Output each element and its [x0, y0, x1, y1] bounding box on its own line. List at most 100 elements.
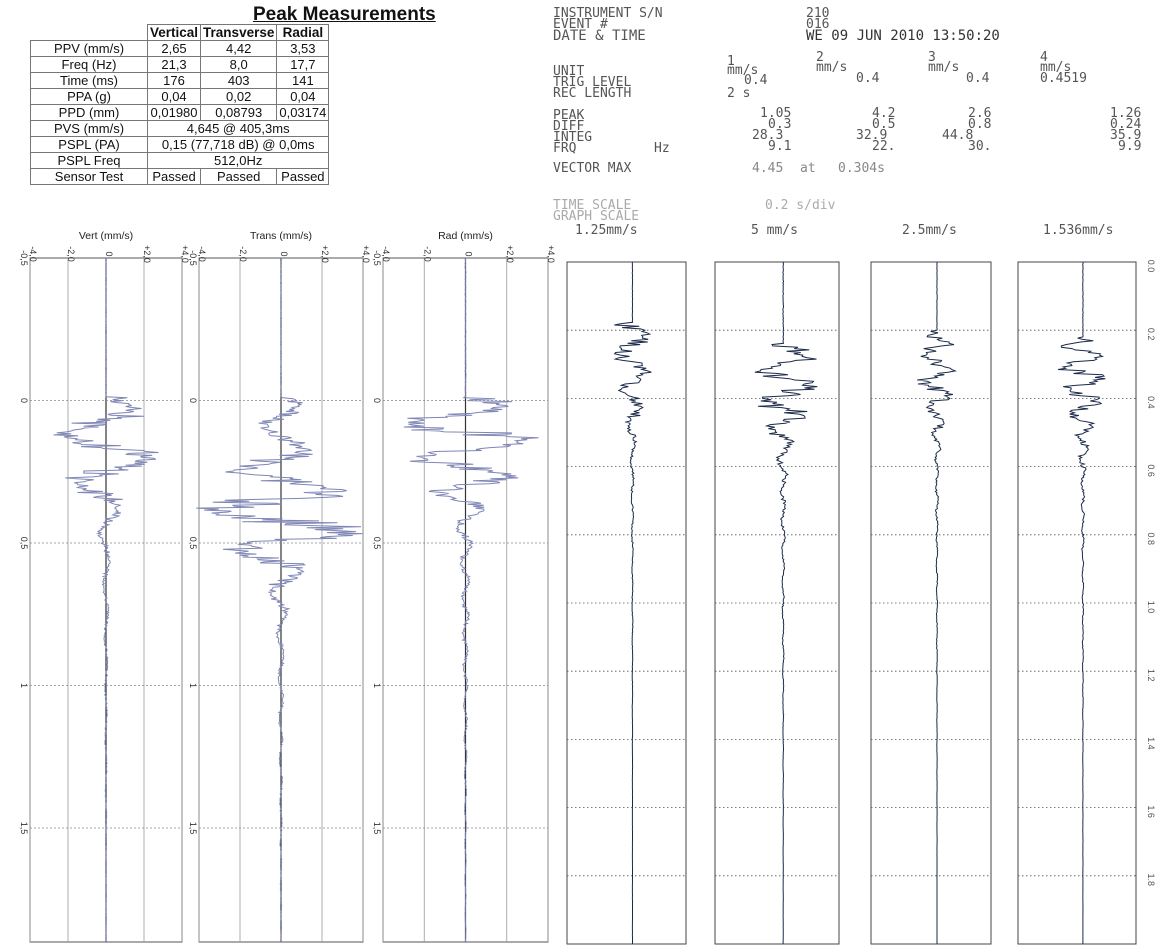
- cell: 17,7: [276, 56, 330, 73]
- cell: 0,04: [146, 88, 202, 105]
- unit-4: mm/s: [1040, 60, 1072, 75]
- x-tick-label: 0: [279, 251, 289, 256]
- channel-number-1: 1: [727, 54, 735, 69]
- peak-value-4: 1.26: [1110, 106, 1142, 121]
- frq-value-2: 22.: [872, 139, 896, 154]
- y-tick-label: 0,5: [372, 537, 382, 550]
- y-tick-label: 1,5: [372, 822, 382, 835]
- y-tick-label: -0,5: [19, 250, 29, 266]
- cell: 0,01980: [146, 104, 202, 121]
- table-row: PPV (mm/s) 2,65 4,42 3,53: [30, 40, 330, 57]
- y-tick-label: 1,5: [188, 822, 198, 835]
- x-tick-label: -2,0: [422, 246, 432, 262]
- cell: Passed: [146, 168, 202, 185]
- table-row: PPA (g) 0,04 0,02 0,04: [30, 88, 330, 105]
- table-row: PPD (mm) 0,01980 0,08793 0,03174: [30, 104, 330, 121]
- x-tick-label: +4,0: [546, 245, 556, 263]
- row-label: PSPL Freq: [30, 152, 148, 169]
- row-label: Sensor Test: [30, 168, 148, 185]
- x-tick-label: -4,0: [28, 246, 38, 262]
- date-value: WE 09 JUN 2010 13:50:20: [806, 28, 1000, 44]
- trig-value-1: 0.4: [744, 73, 768, 88]
- cell: Passed: [200, 168, 278, 185]
- peak-table-title: Peak Measurements: [253, 4, 436, 25]
- y-tick-label: -0,5: [188, 250, 198, 266]
- date-label: DATE & TIME: [553, 28, 646, 44]
- waveform-trace: [403, 257, 539, 943]
- unit-label: UNIT: [553, 64, 585, 79]
- y-tick-label: 1: [372, 683, 382, 688]
- cell: 8,0: [200, 56, 278, 73]
- y-tick-label: 1,5: [19, 822, 29, 835]
- cell: 3,53: [276, 40, 330, 57]
- row-label: Time (ms): [30, 72, 148, 89]
- y-tick-label: 0: [188, 398, 198, 403]
- x-tick-label: +2,0: [320, 245, 330, 263]
- waveform-trace: [1058, 262, 1106, 944]
- x-tick-label: -2,0: [66, 246, 76, 262]
- cell: 403: [200, 72, 278, 89]
- peak-label: PEAK: [553, 108, 585, 123]
- row-label: PPV (mm/s): [30, 40, 148, 57]
- integ-value-2: 32.9: [856, 128, 888, 143]
- unit-2: mm/s: [816, 60, 848, 75]
- graph-scale-3: 2.5mm/s: [902, 223, 957, 238]
- column-header-transverse: Transverse: [200, 24, 278, 41]
- rec-length-value: 2 s: [727, 86, 751, 101]
- unit-1: mm/s: [727, 63, 759, 78]
- column-header-vertical: Vertical: [146, 24, 202, 41]
- diff-value-2: 0.5: [872, 117, 896, 132]
- x-tick-label: 0: [464, 251, 474, 256]
- y-tick-label: 0,5: [188, 537, 198, 550]
- table-row: Freq (Hz) 21,3 8,0 17,7: [30, 56, 330, 73]
- time-tick-label: 0.6: [1146, 464, 1156, 477]
- trig-value-3: 0.4: [966, 71, 990, 86]
- table-row: PSPL Freq 512,0Hz: [30, 152, 330, 169]
- row-label: PPD (mm): [30, 104, 148, 121]
- x-tick-label: -4,0: [197, 246, 207, 262]
- graph-scale-label: GRAPH SCALE: [553, 209, 640, 224]
- y-tick-label: 0: [19, 398, 29, 403]
- x-tick-label: +2,0: [142, 245, 152, 263]
- y-tick-label: -0,5: [372, 250, 382, 266]
- cell: 0,04: [276, 88, 330, 105]
- column-header-radial: Radial: [276, 24, 330, 41]
- time-tick-label: 1.0: [1146, 601, 1156, 614]
- channel-number-4: 4: [1040, 50, 1048, 65]
- x-tick-label: +4,0: [361, 245, 371, 263]
- x-tick-label: -2,0: [238, 246, 248, 262]
- peak-measurements-table: Vertical Transverse Radial PPV (mm/s) 2,…: [30, 24, 330, 185]
- cell: 176: [146, 72, 202, 89]
- cell: 0,02: [200, 88, 278, 105]
- x-tick-label: -4,0: [381, 246, 391, 262]
- event-label: EVENT #: [553, 17, 608, 32]
- graph-scale-4: 1.536mm/s: [1043, 223, 1114, 238]
- waveform-trace: [917, 261, 958, 944]
- channel-label: Vert (mm/s): [79, 230, 133, 242]
- vector-max-at: at: [800, 161, 816, 176]
- cell: 4,645 @ 405,3ms: [146, 120, 330, 137]
- time-tick-label: 1.6: [1146, 805, 1156, 818]
- time-tick-label: 1.4: [1146, 737, 1156, 750]
- table-row: PSPL (PA) 0,15 (77,718 dB) @ 0,0ms: [30, 136, 330, 153]
- integ-value-4: 35.9: [1110, 128, 1142, 143]
- table-row: Time (ms) 176 403 141: [30, 72, 330, 89]
- integ-label: INTEG: [553, 130, 593, 145]
- unit-3: mm/s: [928, 60, 960, 75]
- channel-label: Rad (mm/s): [438, 230, 493, 242]
- cell: 141: [276, 72, 330, 89]
- vector-max-time: 0.304s: [838, 161, 885, 176]
- waveform-trace: [53, 258, 159, 942]
- diff-value-4: 0.24: [1110, 117, 1142, 132]
- table-header-row: Vertical Transverse Radial: [30, 24, 330, 41]
- cell: 0,15 (77,718 dB) @ 0,0ms: [146, 136, 330, 153]
- table-row: Sensor Test Passed Passed Passed: [30, 168, 330, 185]
- waveform-trace: [613, 261, 652, 944]
- serial-label: INSTRUMENT S/N: [553, 6, 663, 21]
- channel-number-2: 2: [816, 50, 824, 65]
- integ-value-3: 44.8: [942, 128, 974, 143]
- diff-label: DIFF: [553, 119, 585, 134]
- integ-value-1: 28.3: [752, 128, 784, 143]
- row-label: PVS (mm/s): [30, 120, 148, 137]
